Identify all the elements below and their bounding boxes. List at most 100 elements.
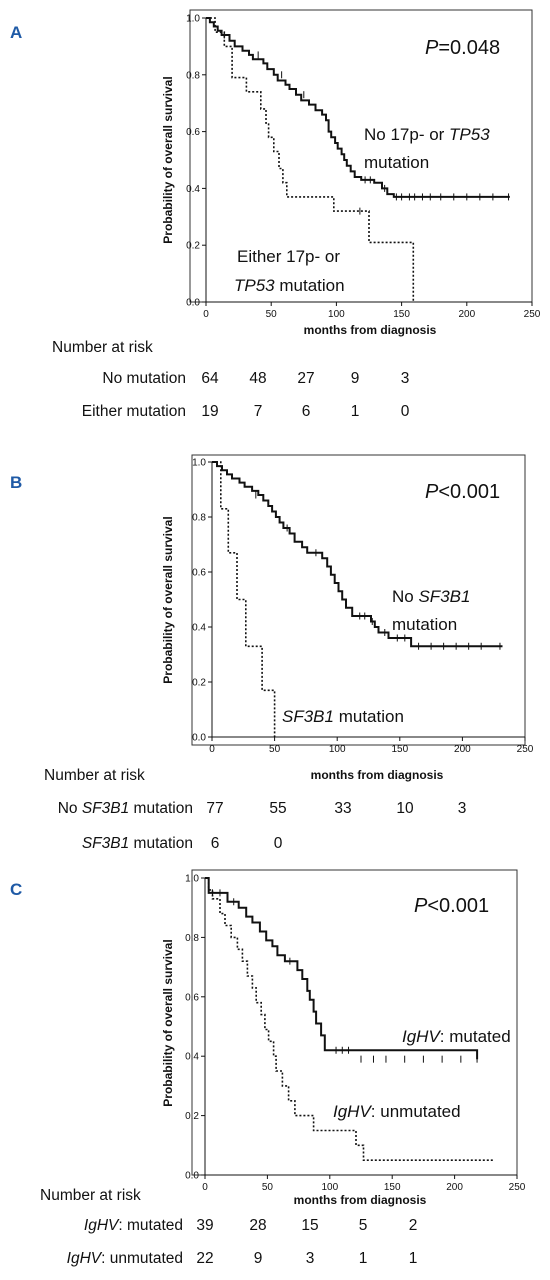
risk-row-label-part: mutation — [129, 800, 193, 817]
risk-value: 1 — [359, 1250, 368, 1267]
x-tick-label: 150 — [391, 744, 408, 755]
x-tick-label: 0 — [202, 1182, 208, 1193]
x-tick-label: 100 — [328, 309, 345, 320]
risk-value: 22 — [196, 1250, 213, 1267]
risk-value: 48 — [249, 370, 266, 387]
p-value: P<0.001 — [414, 895, 489, 917]
x-tick-label: 200 — [458, 309, 475, 320]
risk-value: 1 — [409, 1250, 418, 1267]
survival-curve-dotted — [205, 877, 495, 1161]
x-tick-label: 100 — [329, 744, 346, 755]
panel-letter: A — [10, 23, 22, 42]
risk-row-label-part: : unmutated — [101, 1250, 183, 1267]
y-tick-label: 0.2 — [185, 1111, 199, 1122]
risk-value: 15 — [301, 1217, 318, 1234]
risk-value: 9 — [254, 1250, 263, 1267]
risk-row-label: No SF3B1 mutation — [58, 800, 193, 817]
risk-value: 64 — [201, 370, 219, 387]
curve-label-part: Either 17p- or — [237, 247, 340, 266]
plot-frame — [191, 454, 526, 746]
survival-curve-dotted — [212, 461, 276, 737]
curve-label: No SF3B1 — [392, 587, 470, 606]
risk-value: 1 — [351, 403, 360, 420]
x-tick-label: 250 — [517, 744, 534, 755]
x-tick-label: 250 — [509, 1182, 526, 1193]
curve-label-part: IgHV — [402, 1027, 441, 1046]
risk-value: 3 — [401, 370, 410, 387]
risk-value: 3 — [458, 800, 467, 817]
p-value-text: <0.001 — [438, 481, 500, 503]
x-axis-title: months from diagnosis — [304, 323, 437, 337]
risk-value: 6 — [211, 835, 220, 852]
risk-value: 7 — [254, 403, 263, 420]
risk-row-label-part: No — [58, 800, 82, 817]
y-axis-title: Probability of overall survival — [161, 76, 175, 243]
curve-label: No 17p- or TP53 — [364, 125, 490, 144]
y-tick-label: 0.0 — [192, 733, 206, 744]
p-value-text: <0.001 — [427, 895, 489, 917]
risk-row-label-part: : mutated — [118, 1217, 183, 1234]
curve-label-part: mutation — [275, 276, 345, 295]
risk-value: 9 — [351, 370, 360, 387]
risk-row-label-part: SF3B1 — [82, 835, 129, 852]
curve-label: mutation — [392, 615, 457, 634]
risk-value: 33 — [334, 800, 351, 817]
survival-curve-solid — [212, 461, 503, 648]
p-value: P=0.048 — [425, 37, 500, 59]
panel-c: C 0.0 0.2 0.4 0.6 0.8 1.0 0 50 100 150 200 250 Probab… — [10, 869, 526, 1267]
curve-label: Either 17p- or — [237, 247, 340, 266]
curve-label: mutation — [364, 153, 429, 172]
x-tick-label: 50 — [266, 309, 278, 320]
risk-value: 0 — [401, 403, 410, 420]
curve-label-part: SF3B1 — [282, 707, 334, 726]
risk-table-title: Number at risk — [40, 1187, 141, 1204]
curve-label-part: mutation — [392, 615, 457, 634]
curve-label-part: No — [392, 587, 418, 606]
y-tick-label: 1.0 — [185, 874, 199, 885]
y-tick-label: 0.6 — [192, 568, 206, 579]
risk-value: 39 — [196, 1217, 213, 1234]
risk-row-label-part: No mutation — [102, 370, 186, 387]
risk-row-label-part: IgHV — [84, 1217, 120, 1234]
y-tick-label: 0.0 — [186, 298, 200, 309]
panel-letter: C — [10, 880, 22, 899]
y-tick-label: 0.2 — [186, 241, 200, 252]
y-tick-label: 0.4 — [186, 184, 200, 195]
curve-label-part: SF3B1 — [418, 587, 470, 606]
risk-row-label-part: IgHV — [67, 1250, 103, 1267]
risk-row-label: Either mutation — [82, 403, 186, 420]
y-axis-title: Probability of overall survival — [161, 516, 175, 683]
x-tick-label: 200 — [454, 744, 471, 755]
risk-row-label-part: mutation — [129, 835, 193, 852]
curve-label: IgHV: mutated — [402, 1027, 511, 1046]
x-tick-label: 150 — [393, 309, 410, 320]
risk-value: 5 — [359, 1217, 368, 1234]
panel-letter: B — [10, 473, 22, 492]
curve-label-part: mutation — [334, 707, 404, 726]
risk-row-label: SF3B1 mutation — [82, 835, 193, 852]
y-tick-label: 0.6 — [186, 127, 200, 138]
x-tick-label: 50 — [262, 1182, 274, 1193]
curve-label-part: IgHV — [333, 1102, 372, 1121]
y-tick-label: 1.0 — [192, 458, 206, 469]
survival-curve-solid — [206, 17, 510, 198]
risk-value: 27 — [297, 370, 314, 387]
risk-row-label: IgHV: mutated — [84, 1217, 183, 1234]
y-tick-label: 0.8 — [192, 513, 206, 524]
x-axis-title: months from diagnosis — [311, 768, 444, 782]
y-tick-label: 0.8 — [185, 933, 199, 944]
curve-label: IgHV: unmutated — [333, 1102, 461, 1121]
risk-value: 10 — [396, 800, 414, 817]
risk-value: 19 — [201, 403, 218, 420]
y-tick-label: 0.4 — [192, 623, 206, 634]
x-tick-label: 150 — [384, 1182, 401, 1193]
risk-row-label-part: SF3B1 — [82, 800, 129, 817]
panel-b: B0.00.20.40.60.81.00 50 100 150 200 250Probab… — [10, 454, 534, 852]
curve-label-part: : unmutated — [371, 1102, 461, 1121]
x-axis-title: months from diagnosis — [294, 1193, 427, 1207]
y-tick-label: 0.4 — [185, 1052, 199, 1063]
risk-row-label-part: Either mutation — [82, 403, 186, 420]
panel-a: A 0.0 0.2 0.4 0.6 0.8 1.0 0 50 100 150 200 250 Probab… — [10, 9, 541, 420]
y-tick-label: 0.2 — [192, 678, 206, 689]
